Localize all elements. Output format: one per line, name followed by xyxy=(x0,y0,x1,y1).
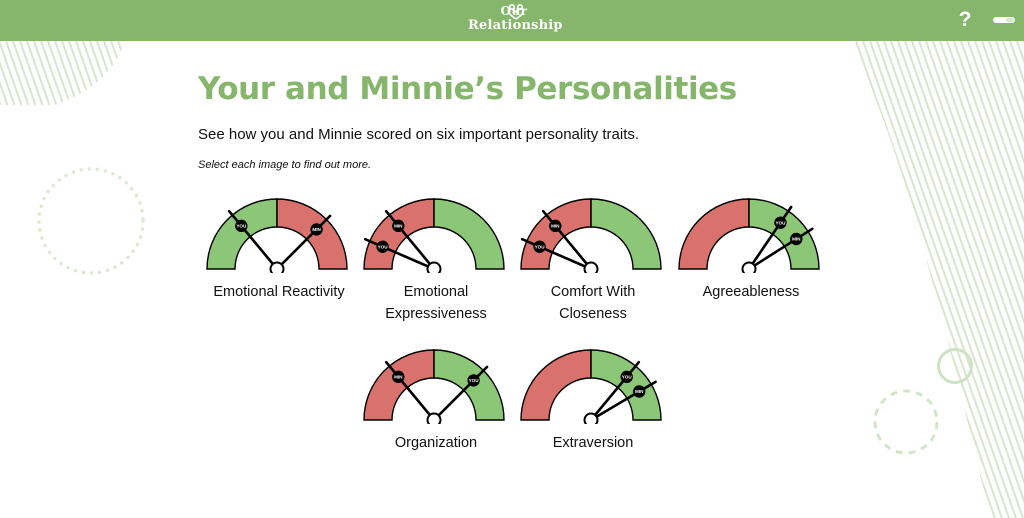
gauge-segment-high xyxy=(590,198,662,270)
needle-you-marker xyxy=(376,240,389,253)
needle-pivot xyxy=(741,261,757,273)
gauge-label: Organization xyxy=(351,432,521,454)
needle-partner xyxy=(589,380,657,422)
needle-pivot xyxy=(269,261,285,273)
gauge-label: Emotional Expressiveness xyxy=(351,281,521,325)
needle-you xyxy=(432,365,489,422)
needle-you-marker xyxy=(774,216,787,229)
gauge-label-line: Agreeableness xyxy=(702,284,800,300)
gauge-segment-high xyxy=(590,349,662,421)
needle-you-marker xyxy=(235,219,248,233)
gauge-dial: YOU MIN xyxy=(520,198,662,273)
needle-partner xyxy=(384,209,436,271)
needle-you xyxy=(227,209,279,271)
needle-partner xyxy=(541,209,593,271)
toggle-track xyxy=(993,17,1015,23)
needle-partner-label: MIN xyxy=(394,374,403,379)
needle-you xyxy=(589,360,641,422)
gauge-segment-low xyxy=(363,349,435,421)
needle-partner-marker xyxy=(633,385,646,398)
needle-partner-marker xyxy=(549,219,562,233)
decor-ring-right xyxy=(937,348,973,384)
needle-partner-marker xyxy=(392,370,405,384)
gauge-dial: YOU MIN xyxy=(206,198,348,273)
gauge-label-line: Emotional xyxy=(403,284,469,300)
needle-pivot xyxy=(583,261,599,273)
needle-you-marker xyxy=(467,374,480,387)
needle-you-label: YOU xyxy=(378,244,389,249)
gauge-dial: YOU MIN xyxy=(363,349,505,424)
needle-partner-label: MIN xyxy=(635,389,644,394)
needle-pivot xyxy=(426,261,442,273)
instruction-hint: Select each image to find out more. xyxy=(198,159,372,171)
gauge-emotional-reactivity[interactable]: YOU MIN Emotional Reactivity xyxy=(204,197,354,307)
decor-diagonal-lines-right xyxy=(850,41,1024,518)
toggle-knob xyxy=(1006,18,1014,22)
needle-partner-marker xyxy=(392,219,405,233)
needle-partner-label: MIN xyxy=(394,223,403,228)
gauge-comfort-with-closeness[interactable]: YOU MIN Comfort With Closeness xyxy=(518,197,668,327)
needle-partner-label: MIN xyxy=(551,223,560,228)
gauge-label: Emotional Reactivity xyxy=(194,281,364,303)
needle-you-marker xyxy=(533,240,546,253)
hearts-icon xyxy=(507,4,525,20)
needle-partner-marker xyxy=(310,223,323,236)
page-subtitle: See how you and Minnie scored on six imp… xyxy=(198,126,640,143)
needle-you-label: YOU xyxy=(469,378,480,383)
gauge-dial: YOU MIN xyxy=(678,198,820,273)
needle-you-label: YOU xyxy=(535,244,546,249)
gauge-organization[interactable]: YOU MIN Organization xyxy=(361,348,511,458)
gauge-segment-low xyxy=(520,349,592,421)
needle-pivot xyxy=(583,412,599,424)
needle-partner xyxy=(747,227,814,271)
gauge-label-line: Comfort With xyxy=(550,284,636,300)
needle-partner-marker xyxy=(790,232,803,246)
gauge-label-line: Emotional Reactivity xyxy=(213,284,345,300)
gauge-label: Extraversion xyxy=(508,432,678,454)
help-button[interactable]: ? xyxy=(958,8,972,31)
menu-toggle-button[interactable] xyxy=(990,13,1016,27)
needle-you-marker xyxy=(620,370,633,384)
needle-you xyxy=(520,237,593,271)
needle-you-label: YOU xyxy=(775,220,786,225)
gauge-agreeableness[interactable]: YOU MIN Agreeableness xyxy=(676,197,826,307)
needle-pivot xyxy=(426,412,442,424)
needle-partner-label: MIN xyxy=(792,237,801,242)
gauge-dial: YOU MIN xyxy=(363,198,505,273)
gauge-label-line: Extraversion xyxy=(552,435,634,451)
gauge-label-line: Closeness xyxy=(559,306,627,322)
decor-diagonal-lines-left xyxy=(0,41,125,105)
top-bar: Our Relationship ? xyxy=(0,0,1024,41)
decor-dotted-circle-left xyxy=(37,167,145,275)
gauge-segment-low xyxy=(678,198,750,270)
needle-partner xyxy=(275,214,332,271)
logo-line-2: Relationship xyxy=(468,18,563,33)
needle-partner-label: MIN xyxy=(312,227,321,232)
page-title: Your and Minnie’s Personalities xyxy=(198,71,737,107)
decor-dashed-circle-right xyxy=(873,389,939,455)
gauge-dial: YOU MIN xyxy=(520,349,662,424)
needle-you xyxy=(747,205,793,271)
needle-you-label: YOU xyxy=(622,374,633,379)
gauge-extraversion[interactable]: YOU MIN Extraversion xyxy=(518,348,668,458)
gauge-segment-high xyxy=(748,198,820,270)
gauge-segment-low xyxy=(206,198,278,270)
gauge-label: Comfort With Closeness xyxy=(508,281,678,325)
gauge-segment-low xyxy=(520,198,592,270)
gauge-segment-high xyxy=(433,198,505,270)
needle-you-label: YOU xyxy=(236,223,247,228)
gauge-segment-low xyxy=(363,198,435,270)
gauge-label: Agreeableness xyxy=(666,281,836,303)
gauge-label-line: Expressiveness xyxy=(385,306,487,322)
gauge-emotional-expressiveness[interactable]: YOU MIN Emotional Expressiveness xyxy=(361,197,511,327)
gauge-label-line: Organization xyxy=(394,435,478,451)
needle-partner xyxy=(384,360,436,422)
needle-you xyxy=(363,237,436,271)
